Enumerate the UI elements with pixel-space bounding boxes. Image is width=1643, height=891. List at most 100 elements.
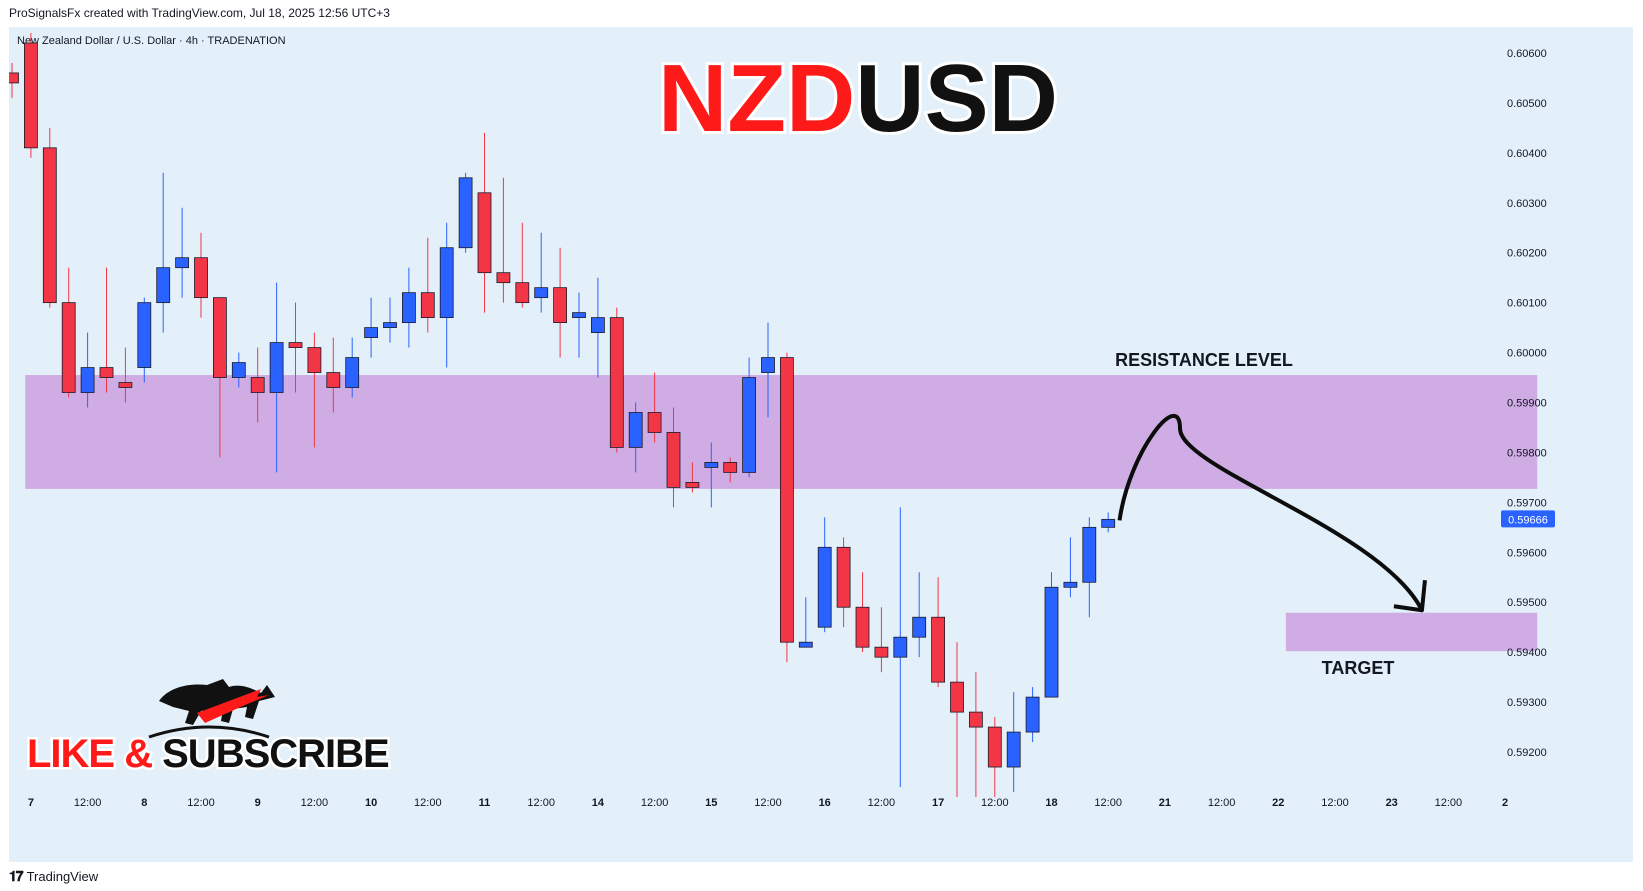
candle-body <box>99 367 114 378</box>
price-tick-label: 0.59600 <box>1507 547 1547 559</box>
candle <box>1063 537 1078 598</box>
footer-brand[interactable]: 𝟏𝟕 TradingView <box>9 868 98 885</box>
candle <box>931 577 945 688</box>
candle <box>1025 687 1040 743</box>
time-tick-label: 12:00 <box>74 797 102 809</box>
candle-body <box>855 606 870 648</box>
candle-body <box>609 317 624 448</box>
candlestick-chart[interactable]: New Zealand Dollar / U.S. Dollar · 4h · … <box>9 27 1633 862</box>
price-tick-label: 0.60300 <box>1507 198 1547 210</box>
candle <box>212 297 227 458</box>
candle-body <box>742 377 756 473</box>
candle <box>723 457 738 483</box>
time-tick-label: 12:00 <box>527 797 555 809</box>
candle-body <box>534 287 549 299</box>
candle <box>345 337 360 398</box>
price-tick-label: 0.59900 <box>1507 398 1547 410</box>
time-tick-label: 12:00 <box>187 797 215 809</box>
candle <box>1044 572 1059 698</box>
candle-body <box>987 726 1002 768</box>
title-base-currency: NZD <box>658 45 855 152</box>
candle <box>401 267 416 348</box>
time-tick-label: 18 <box>1045 797 1057 809</box>
candle-body <box>269 342 284 393</box>
time-tick-label: 9 <box>255 797 261 809</box>
candle <box>987 717 1002 797</box>
candle <box>118 347 133 403</box>
candle <box>439 222 454 368</box>
candle-body <box>666 432 681 488</box>
candle <box>912 572 927 658</box>
candle-body <box>591 317 605 333</box>
candle <box>420 237 435 333</box>
time-tick-label: 23 <box>1386 797 1398 809</box>
price-axis[interactable]: 0.60600 0.60500 0.60400 0.60300 0.60200 0.601… <box>1501 48 1555 759</box>
time-tick-label: 12:00 <box>414 797 442 809</box>
candle-body <box>515 282 530 304</box>
candle <box>893 507 908 787</box>
candle-body <box>80 367 95 393</box>
target-zone <box>1285 612 1538 652</box>
candle <box>23 32 38 158</box>
price-tick-label: 0.59500 <box>1507 597 1547 609</box>
candle <box>742 357 756 478</box>
time-tick-label: 12:00 <box>754 797 782 809</box>
title-quote-currency: USD <box>855 45 1058 152</box>
candle <box>836 537 851 628</box>
candle <box>855 572 870 653</box>
candle-body <box>1006 731 1021 768</box>
candle-body <box>685 482 700 488</box>
time-tick-label: 2 <box>1502 797 1508 809</box>
candle-body <box>383 322 397 329</box>
candle-body <box>175 257 190 269</box>
time-tick-label: 12:00 <box>1208 797 1236 809</box>
candle <box>194 232 208 318</box>
candle <box>156 172 171 333</box>
candle-body <box>364 327 379 338</box>
projection-arrow <box>1117 413 1424 612</box>
projection-layer <box>1117 413 1427 613</box>
time-tick-label: 17 <box>932 797 944 809</box>
time-tick-label: 12:00 <box>301 797 329 809</box>
candle <box>477 132 492 313</box>
candle <box>250 347 265 423</box>
candle <box>137 297 152 383</box>
chart-title: NZDUSD <box>658 45 1058 152</box>
candle <box>307 332 322 448</box>
candle <box>80 332 95 408</box>
candle-body <box>231 362 246 378</box>
candle-body <box>61 302 76 393</box>
price-tick-label: 0.59800 <box>1507 447 1547 459</box>
candle <box>969 672 983 797</box>
candle <box>288 302 303 393</box>
candle <box>704 442 719 508</box>
candle <box>685 462 700 493</box>
candle <box>628 402 643 473</box>
time-tick-label: 12:00 <box>1321 797 1349 809</box>
candle-body <box>704 462 719 468</box>
candle-body <box>194 257 208 299</box>
candle-body <box>1044 586 1059 698</box>
candle <box>1101 512 1116 533</box>
time-tick-label: 16 <box>819 797 831 809</box>
price-tick-label: 0.59300 <box>1507 697 1547 709</box>
candle-body <box>817 546 832 628</box>
candle-body <box>9 72 19 84</box>
candle-body <box>1082 526 1097 583</box>
projection-arrowhead <box>1393 580 1427 613</box>
candle <box>496 177 511 303</box>
time-axis[interactable]: 7 12:00 8 12:00 9 12:00 10 12:00 11 12:00 14 12:00 1… <box>28 797 1508 809</box>
tradingview-logo-icon: 𝟏𝟕 <box>9 868 24 884</box>
candle-body <box>950 681 964 713</box>
price-tick-label: 0.59700 <box>1507 497 1547 509</box>
time-tick-label: 12:00 <box>868 797 896 809</box>
price-tick-label: 0.60100 <box>1507 298 1547 310</box>
candle-body <box>326 372 341 388</box>
time-tick-label: 12:00 <box>981 797 1009 809</box>
candle-body <box>23 42 38 149</box>
chart-area[interactable]: New Zealand Dollar / U.S. Dollar · 4h · … <box>9 27 1633 862</box>
price-tick-label: 0.60500 <box>1507 98 1547 110</box>
logo-text-subscribe: SUBSCRIBE <box>162 732 389 776</box>
candle-body <box>628 412 643 448</box>
candle <box>817 517 832 633</box>
